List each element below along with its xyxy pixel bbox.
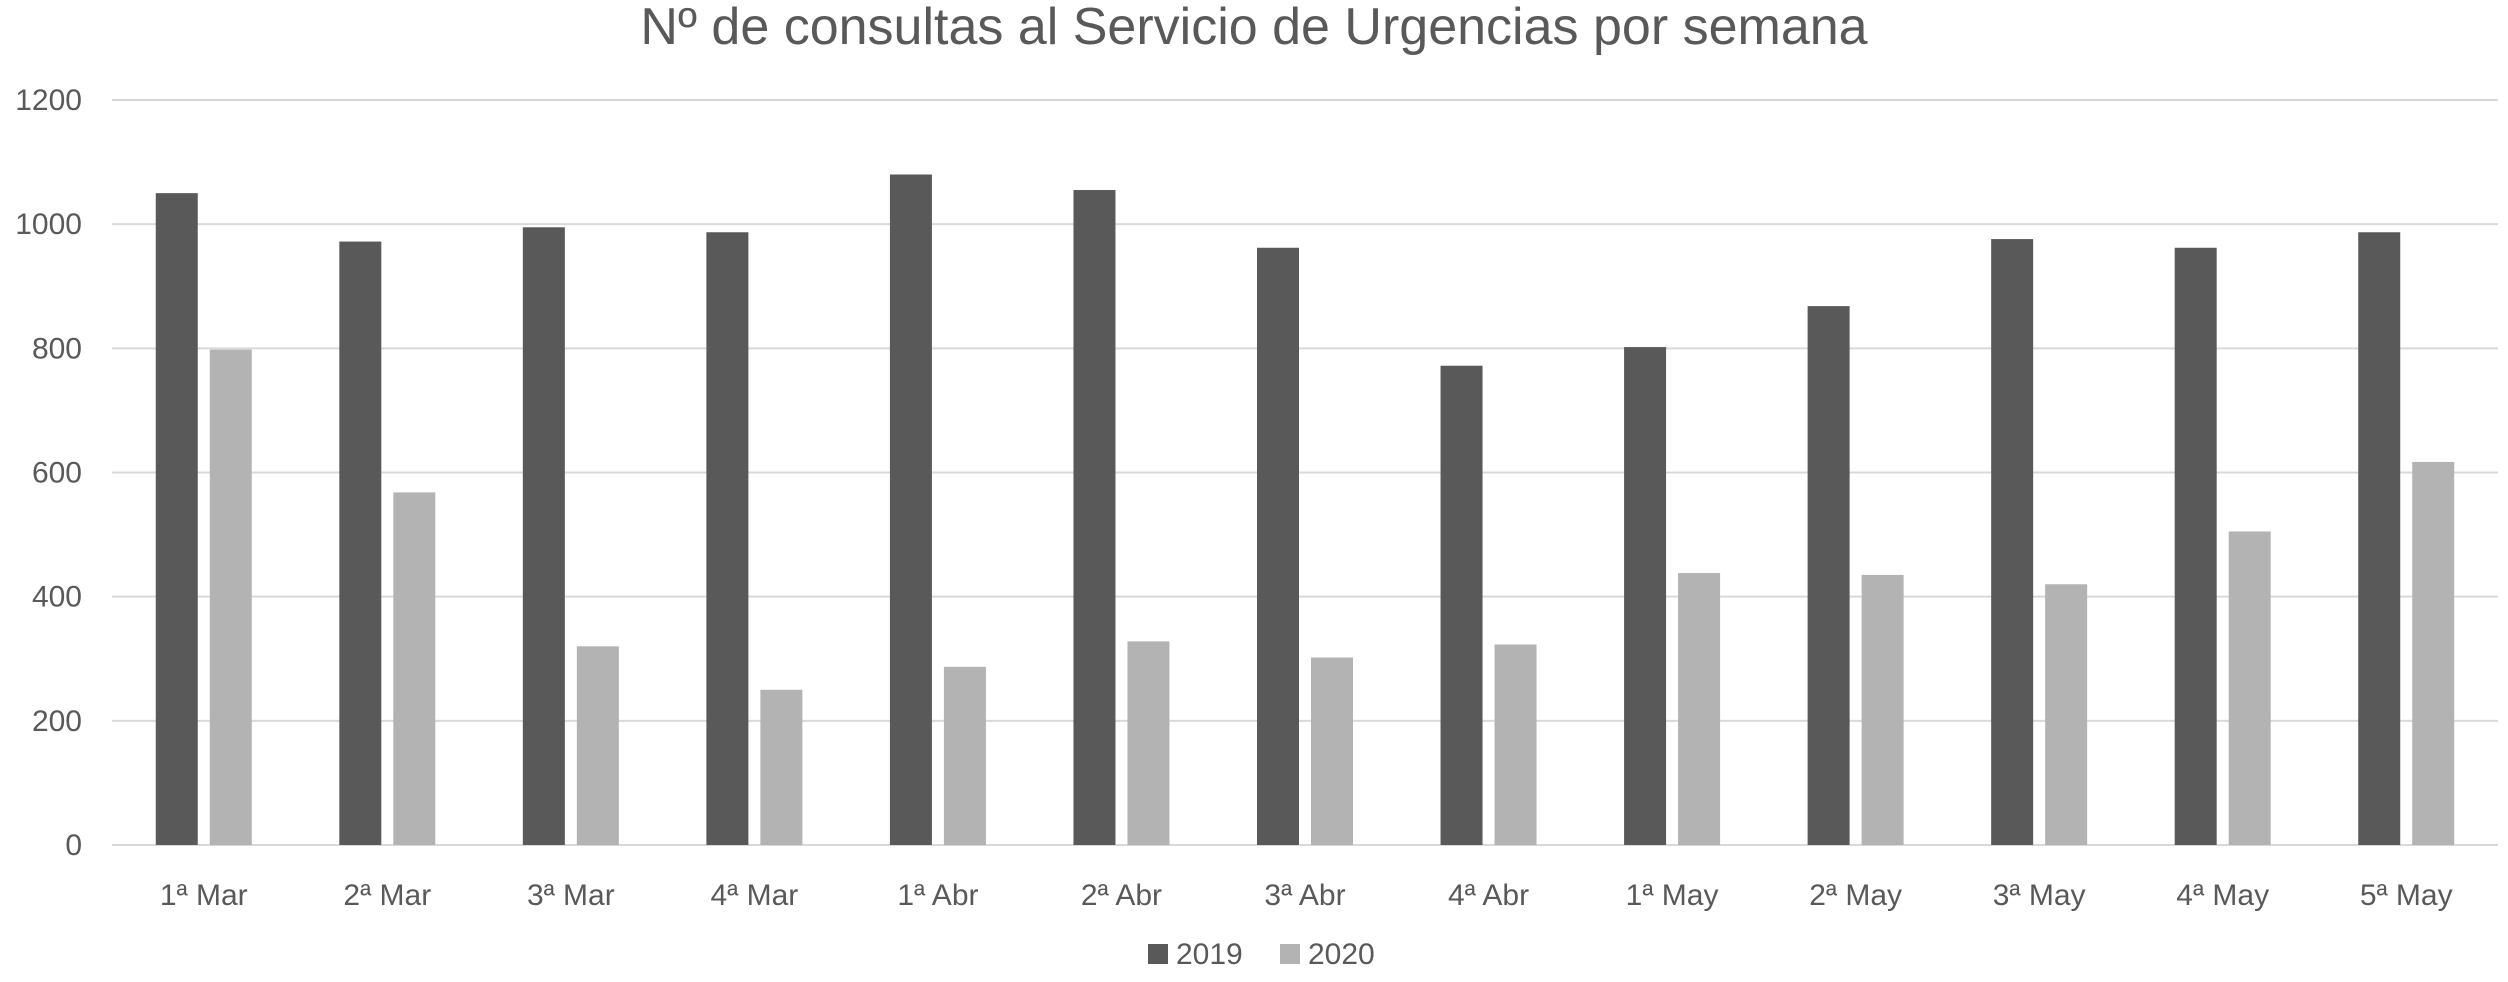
x-tick-label: 2ª Mar [343, 879, 431, 912]
legend-swatch-2019 [1148, 944, 1168, 964]
bar-2019-2 [522, 227, 565, 846]
x-tick-label: 2ª May [1809, 879, 1902, 912]
bar-2019-8 [1624, 347, 1667, 845]
bar-2019-4 [889, 174, 932, 845]
bar-2019-1 [339, 241, 382, 846]
bar-2019-11 [2174, 247, 2217, 846]
x-tick-label: 5ª May [2360, 879, 2453, 912]
x-tick-label: 3ª Abr [1264, 879, 1345, 912]
bar-2019-10 [1991, 239, 2034, 846]
bar-2020-2 [576, 646, 619, 845]
y-tick-label: 600 [32, 457, 82, 490]
bar-2019-5 [1073, 190, 1116, 846]
y-tick-label: 400 [32, 581, 82, 614]
bar-2020-5 [1127, 641, 1170, 845]
x-tick-label: 1ª May [1626, 879, 1719, 912]
bar-2020-6 [1311, 657, 1353, 845]
gridlines [112, 99, 2498, 846]
x-tick-label: 4ª May [2176, 879, 2269, 912]
y-axis-ticks: 0 200 400 600 800 1000 1200 [15, 84, 82, 862]
bar-2019-9 [1807, 306, 1850, 845]
bar-2020-9 [1861, 574, 1904, 845]
bar-2019-12 [2358, 232, 2401, 846]
legend-label: 2020 [1308, 938, 1375, 971]
bar-2020-4 [943, 666, 986, 845]
y-tick-label: 1000 [15, 208, 82, 241]
bar-2019-7 [1440, 365, 1483, 845]
y-tick-label: 800 [32, 332, 82, 365]
bar-2020-10 [2045, 584, 2088, 845]
bar-2020-8 [1678, 573, 1721, 845]
legend-label: 2019 [1176, 938, 1243, 971]
bar-2019-3 [706, 232, 749, 846]
legend: 2019 2020 [1148, 938, 1375, 971]
bar-2020-12 [2412, 461, 2455, 845]
x-tick-label: 4ª Abr [1448, 879, 1529, 912]
bars [155, 174, 2455, 846]
bar-2020-0 [209, 349, 252, 845]
y-tick-label: 0 [65, 829, 82, 862]
bar-2020-1 [393, 492, 436, 845]
x-tick-label: 3ª Mar [527, 879, 615, 912]
bar-2020-3 [760, 689, 803, 845]
x-tick-label: 4ª Mar [710, 879, 798, 912]
x-tick-label: 3ª May [1993, 879, 2086, 912]
chart-title: Nº de consultas al Servicio de Urgencias… [640, 0, 1867, 56]
y-tick-label: 200 [32, 705, 82, 738]
y-tick-label: 1200 [15, 84, 82, 117]
x-axis-ticks: 1ª Mar 2ª Mar 3ª Mar 4ª Mar 1ª Abr 2ª Abr 3ª A… [160, 879, 2453, 912]
x-tick-label: 2ª Abr [1081, 879, 1162, 912]
bar-2020-11 [2228, 531, 2271, 845]
legend-swatch-2020 [1280, 944, 1300, 964]
bar-2020-7 [1494, 644, 1537, 845]
x-tick-label: 1ª Mar [160, 879, 248, 912]
bar-2019-0 [155, 193, 198, 845]
bar-2019-6 [1257, 247, 1299, 846]
x-tick-label: 1ª Abr [897, 879, 978, 912]
